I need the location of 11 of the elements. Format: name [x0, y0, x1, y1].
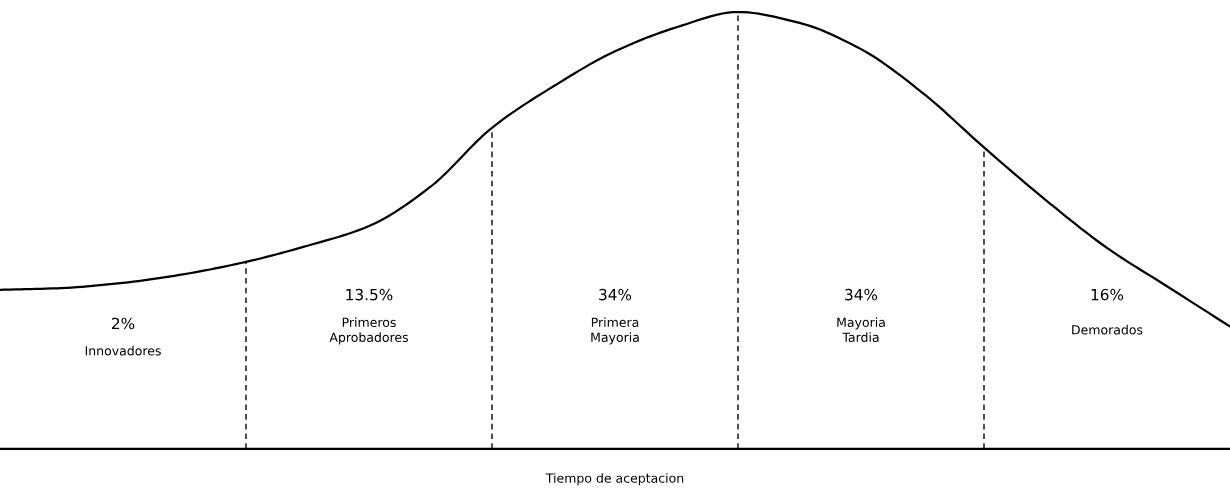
annotation: Innovadores: [85, 345, 161, 356]
annotation: Mayoria Tardia: [837, 317, 885, 342]
annotation: Primera Mayoria: [591, 317, 639, 345]
annotation: 16%: [1091, 288, 1124, 301]
annotation: 13.5%: [346, 288, 393, 301]
annotation: 34%: [599, 288, 632, 301]
annotation: Primeros Aprobadores: [329, 317, 408, 345]
x-axis-title: Tiempo de aceptacion: [545, 473, 684, 486]
annotation: 34%: [845, 288, 878, 301]
annotation: 2%: [112, 317, 135, 330]
annotation: Demorados: [1072, 324, 1143, 335]
